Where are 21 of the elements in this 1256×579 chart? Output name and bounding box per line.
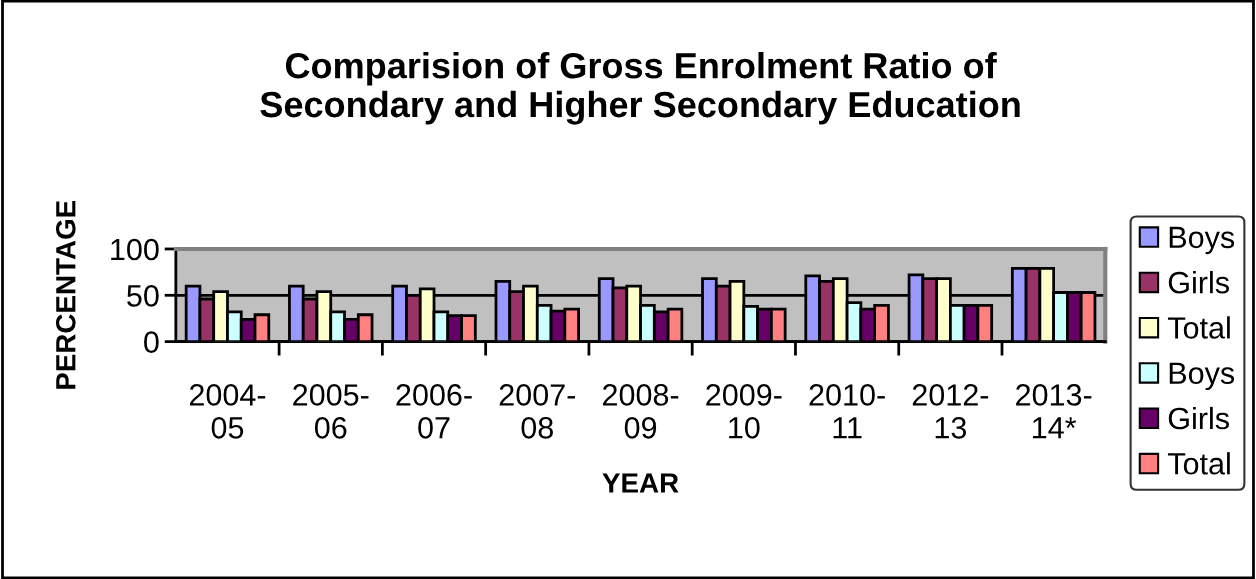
chart-title: Comparision of Gross Enrolment Ratio of Secondary and Higher Secondary Education bbox=[260, 51, 1020, 125]
legend-label: Total bbox=[1167, 452, 1230, 475]
y-axis-title: PERCENTAGE bbox=[55, 200, 76, 389]
x-tick-label: 2004- 05 bbox=[189, 384, 266, 439]
legend-label: Girls bbox=[1168, 406, 1229, 430]
y-tick-label: 50 bbox=[127, 285, 159, 307]
x-tick-label: 2005- 06 bbox=[293, 384, 369, 439]
x-tick-label: 2013- 14* bbox=[1016, 384, 1092, 439]
x-tick-label: 2006- 07 bbox=[396, 384, 472, 439]
legend-label: Boys bbox=[1169, 362, 1235, 391]
legend-label: Total bbox=[1167, 316, 1230, 339]
x-tick-label: 2012- 13 bbox=[912, 384, 989, 439]
x-tick-label: 2007- 08 bbox=[499, 384, 576, 439]
legend-label: Girls bbox=[1168, 271, 1229, 294]
y-tick-label: 0 bbox=[144, 331, 159, 353]
x-tick-label: 2008- 09 bbox=[603, 384, 679, 439]
x-axis-title: YEAR bbox=[602, 473, 679, 493]
legend-label: Boys bbox=[1169, 226, 1235, 255]
x-tick-label: 2009- 10 bbox=[706, 384, 782, 439]
y-tick-label: 100 bbox=[111, 238, 159, 261]
x-tick-label: 2010- 11 bbox=[809, 384, 885, 439]
